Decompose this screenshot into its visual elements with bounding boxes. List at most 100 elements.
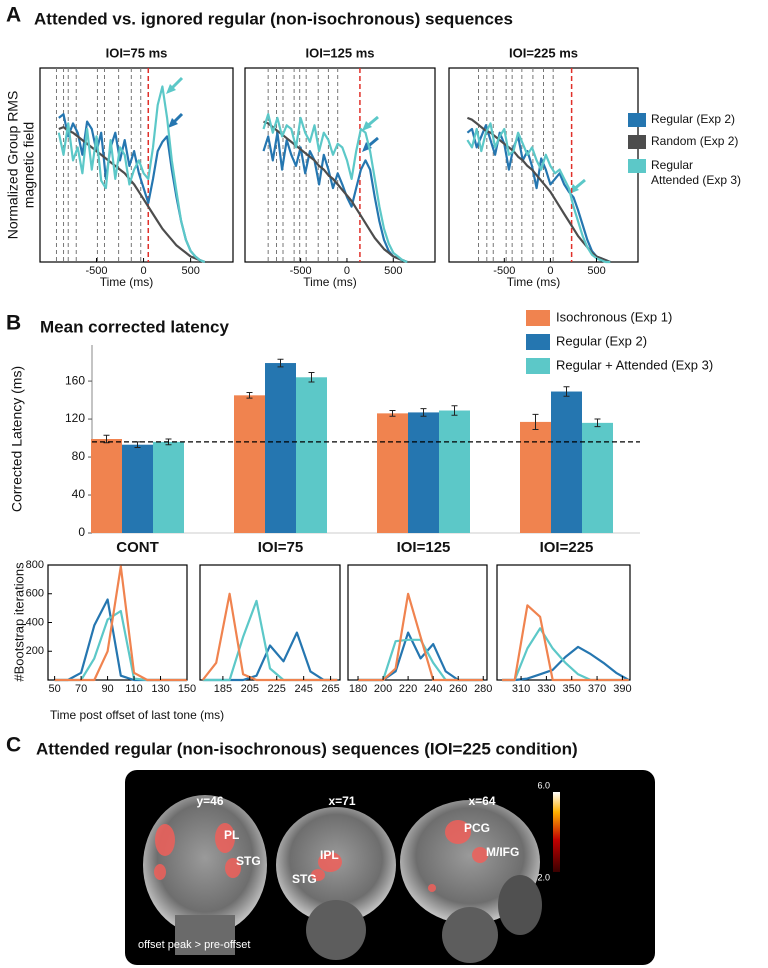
slice-label: x=71	[328, 794, 355, 808]
bar	[234, 395, 265, 533]
x-tick-label: 500	[384, 265, 402, 277]
legend-label: Regular (Exp 2)	[651, 112, 735, 126]
y-tick-label: 200	[26, 645, 44, 657]
x-tick-label: 50	[48, 683, 60, 695]
x-tick-label: 280	[474, 683, 492, 695]
x-tick-label: 260	[449, 683, 467, 695]
series-line	[466, 122, 611, 264]
x-axis-label: Time (ms)	[303, 275, 357, 289]
plot-frame	[347, 564, 488, 681]
y-tick-label: 160	[65, 373, 85, 387]
legend-swatch	[628, 113, 646, 127]
bar	[296, 377, 327, 533]
y-tick-label: 40	[72, 487, 86, 501]
error-bar	[532, 413, 539, 431]
y-tick-label: 80	[72, 449, 86, 463]
error-bar	[103, 434, 110, 444]
legend-swatch	[628, 159, 646, 173]
slice-label: x=64	[468, 794, 495, 808]
x-tick-label: 0	[547, 265, 553, 277]
x-tick-label: 245	[294, 683, 312, 695]
error-bar	[389, 410, 396, 417]
x-tick-label: -500	[85, 265, 107, 277]
series-line	[201, 592, 338, 682]
category-label: IOI=75	[258, 539, 303, 556]
series-line	[358, 592, 484, 682]
brain-images	[143, 795, 542, 963]
x-tick-label: -500	[290, 265, 312, 277]
panel-label: C	[6, 734, 21, 757]
bar	[265, 363, 296, 533]
x-tick-label: 150	[178, 683, 196, 695]
x-tick-label: -500	[493, 265, 515, 277]
y-axis-label: magnetic field	[21, 122, 37, 208]
x-tick-label: 180	[349, 683, 367, 695]
error-bar	[594, 418, 601, 428]
series-line	[502, 604, 629, 682]
region-label: STG	[236, 854, 261, 868]
y-axis-label-group: Corrected Latency (ms)	[9, 366, 25, 512]
colorbar-label: 6.0	[537, 780, 550, 790]
series-line	[263, 120, 408, 264]
y-axis-label: #Bootstrap iterations	[11, 562, 26, 682]
legend-label: Regular + Attended (Exp 3)	[556, 357, 713, 372]
x-axis-label: Time post offset of last tone (ms)	[50, 708, 224, 722]
x-tick-label: 0	[140, 265, 146, 277]
x-tick-label: 370	[588, 683, 606, 695]
legend-swatch	[526, 310, 550, 326]
colorbar	[553, 792, 560, 872]
series-line	[58, 126, 206, 264]
x-tick-label: 265	[321, 683, 339, 695]
region-label: M/IFG	[486, 845, 519, 859]
y-tick-label: 600	[26, 588, 44, 600]
x-tick-label: 500	[181, 265, 199, 277]
plot-frame	[39, 67, 234, 263]
bar	[91, 439, 122, 533]
x-tick-label: 390	[613, 683, 631, 695]
bar	[377, 413, 408, 533]
legend-label: Regular (Exp 2)	[556, 333, 647, 348]
error-bar	[277, 358, 284, 368]
panel-title: Attended vs. ignored regular (non-isochr…	[34, 9, 513, 28]
chart-title: IOI=75 ms	[106, 45, 168, 60]
panel-label: B	[6, 312, 21, 335]
series-line	[502, 645, 630, 682]
x-axis-label: Time (ms)	[100, 275, 154, 289]
category-label: CONT	[116, 539, 159, 556]
bar	[582, 422, 613, 533]
chart-title: IOI=125 ms	[305, 45, 374, 60]
region-label: IPL	[320, 848, 339, 862]
legend-swatch	[526, 358, 550, 374]
error-bar	[420, 408, 427, 417]
contrast-label: offset peak > pre-offset	[138, 939, 250, 951]
slice-label: y=46	[196, 794, 223, 808]
arrows	[166, 76, 586, 194]
legend-label: Regular Attended (Exp 3)	[651, 158, 741, 187]
x-axis-label: Time (ms)	[507, 275, 561, 289]
x-tick-label: 185	[214, 683, 232, 695]
bar	[520, 421, 551, 533]
x-tick-label: 110	[125, 683, 143, 695]
legend-label: Isochronous (Exp 1)	[556, 309, 672, 324]
legend-label: Random (Exp 2)	[651, 134, 738, 148]
x-tick-label: 240	[424, 683, 442, 695]
bar	[551, 391, 582, 533]
bar	[439, 410, 470, 533]
y-tick-label: 120	[65, 411, 85, 425]
error-bar	[451, 405, 458, 416]
category-label: IOI=225	[540, 539, 594, 556]
bar	[122, 444, 153, 533]
category-label: IOI=125	[397, 539, 451, 556]
x-tick-label: 0	[344, 265, 350, 277]
y-axis-label: Corrected Latency (ms)	[9, 366, 25, 512]
y-tick-label: 800	[26, 559, 44, 571]
x-tick-label: 70	[75, 683, 87, 695]
x-tick-label: 200	[374, 683, 392, 695]
region-label: PCG	[464, 821, 490, 835]
x-tick-label: 225	[268, 683, 286, 695]
series-line	[202, 599, 338, 682]
series-line	[54, 565, 187, 682]
legend-swatch	[628, 135, 646, 149]
x-tick-label: 130	[151, 683, 169, 695]
